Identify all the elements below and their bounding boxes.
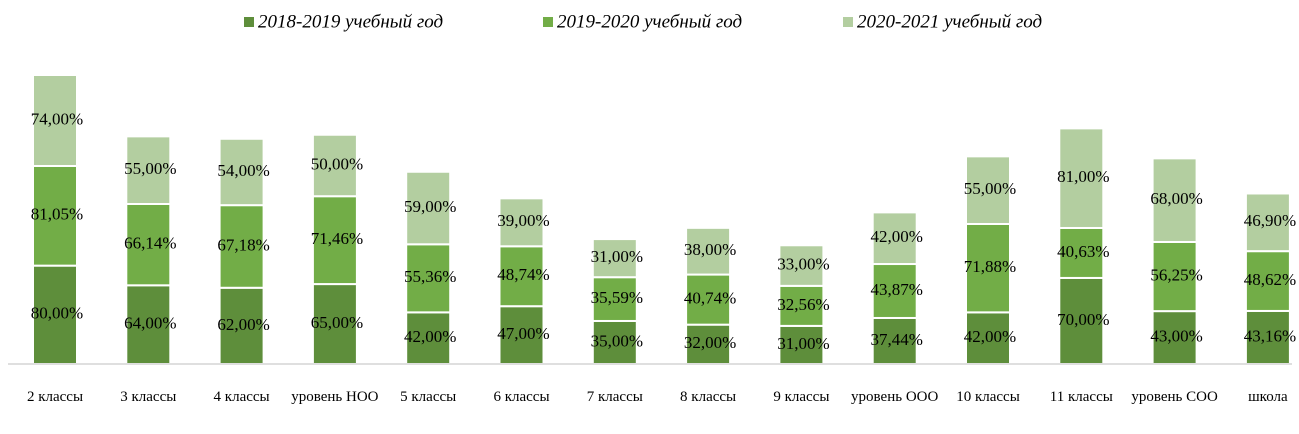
bar-segment (498, 197, 545, 248)
data-label: 46,90% (1244, 211, 1296, 230)
bar-segment (218, 204, 265, 289)
data-label: 32,56% (777, 295, 829, 314)
bar-segment (591, 319, 638, 366)
data-label: 59,00% (404, 197, 456, 216)
legend-swatch (843, 17, 853, 27)
bar-segment (965, 222, 1011, 314)
legend-swatch (244, 17, 254, 27)
data-label: 55,00% (964, 179, 1016, 198)
bar-segment (591, 238, 638, 279)
bar-segment (965, 155, 1011, 225)
data-label: 47,00% (497, 324, 549, 343)
x-tick-label: уровень СОО (1131, 389, 1218, 405)
bar-segment (125, 135, 172, 205)
x-tick-label: 10 классы (956, 389, 1020, 405)
x-tick-label: 9 классы (773, 389, 830, 405)
data-label: 48,62% (1244, 270, 1296, 289)
legend-label: 2019-2020 учебный год (557, 11, 742, 32)
x-tick-label: 2 классы (26, 389, 84, 405)
data-label: 43,16% (1244, 326, 1296, 345)
legend-swatch (543, 17, 553, 27)
x-tick-label: 11 классы (1049, 389, 1113, 405)
data-label: 35,00% (591, 331, 643, 350)
legend-label: 2018-2019 учебный год (258, 11, 443, 32)
x-tick-label: уровень ООО (851, 389, 939, 405)
data-label: 32,00% (684, 333, 736, 352)
bar-segment (125, 284, 172, 366)
x-tick-label: 4 классы (213, 389, 270, 405)
bar-segment (311, 283, 358, 366)
bar-segment (1058, 226, 1105, 279)
bar-segment (1151, 240, 1198, 313)
data-label: 55,00% (124, 159, 176, 178)
data-label: 42,00% (964, 327, 1016, 346)
bar-segment (871, 211, 918, 266)
bar-segment (32, 74, 78, 167)
data-label: 70,00% (1057, 310, 1109, 329)
data-label: 55,36% (404, 267, 456, 286)
data-label: 48,74% (497, 265, 549, 284)
bar-segment (311, 133, 358, 198)
data-label: 67,18% (217, 235, 269, 254)
bar-segment (405, 170, 452, 246)
x-tick-label: 5 классы (400, 389, 457, 405)
data-label: 71,88% (964, 257, 1016, 276)
bar-segment (1244, 192, 1291, 253)
bar-segment (32, 264, 78, 365)
data-label: 35,59% (591, 288, 643, 307)
bar-segment (218, 137, 265, 207)
data-label: 56,25% (1150, 265, 1202, 284)
x-tick-label: 7 классы (586, 389, 643, 405)
data-label: 66,14% (124, 234, 176, 253)
bar-segment (685, 226, 732, 276)
x-tick-label: 8 классы (680, 389, 737, 405)
data-label: 80,00% (31, 304, 83, 323)
data-label: 42,00% (404, 327, 456, 346)
data-label: 81,00% (1057, 167, 1109, 186)
data-label: 71,46% (311, 229, 363, 248)
bar-segment (778, 244, 825, 287)
data-label: 74,00% (31, 109, 83, 128)
data-label: 68,00% (1150, 189, 1202, 208)
data-label: 42,00% (870, 227, 922, 246)
data-label: 38,00% (684, 240, 736, 259)
data-label: 54,00% (217, 161, 269, 180)
x-tick-label: 3 классы (120, 389, 177, 405)
bar-segment (1244, 250, 1291, 312)
data-label: 50,00% (311, 154, 363, 173)
data-label: 64,00% (124, 314, 176, 333)
data-label: 31,00% (777, 334, 829, 353)
bar-segment (591, 276, 638, 322)
data-label: 39,00% (497, 211, 549, 230)
data-label: 37,44% (870, 330, 922, 349)
bar-segment (311, 195, 358, 286)
bar-segment (32, 164, 78, 267)
x-tick-label: школа (1248, 389, 1288, 405)
bar-segment (1151, 157, 1198, 243)
bar-segment (871, 263, 918, 319)
data-label: 65,00% (311, 313, 363, 332)
data-label: 43,87% (870, 280, 922, 299)
bar-segment (498, 245, 545, 308)
data-label: 31,00% (591, 247, 643, 266)
data-label: 40,63% (1057, 242, 1109, 261)
data-label: 40,74% (684, 289, 736, 308)
legend-label: 2020-2021 учебный год (857, 11, 1042, 32)
data-label: 33,00% (777, 254, 829, 273)
x-tick-label: 6 классы (493, 389, 550, 405)
data-label: 43,00% (1150, 326, 1202, 345)
data-label: 81,05% (31, 205, 83, 224)
bar-segment (1058, 127, 1105, 229)
x-tick-label: уровень НОО (291, 389, 379, 405)
data-label: 62,00% (217, 315, 269, 334)
